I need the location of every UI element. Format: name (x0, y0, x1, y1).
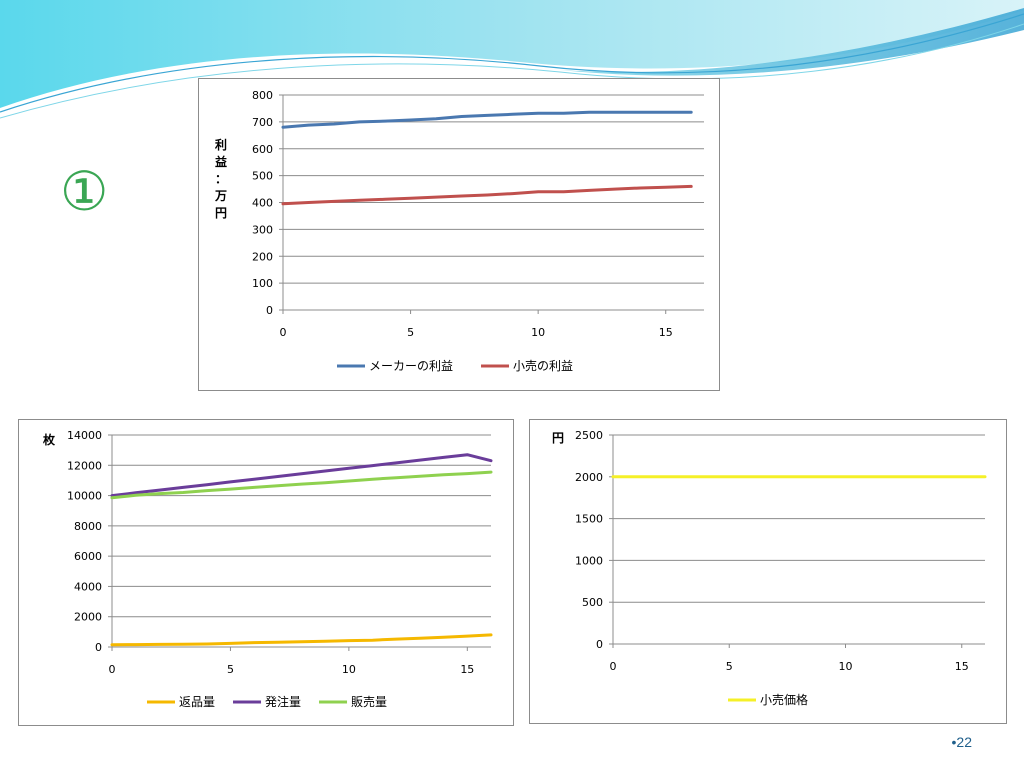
y-axis-label: 利益：万円 (214, 137, 227, 220)
x-tick-label: 0 (109, 663, 116, 676)
y-tick-label: 2000 (74, 611, 102, 624)
chart-profit-svg: 0 100 200 300 400 500 600 700 800 0 5 10 15 利益：万円メーカー… (214, 89, 704, 373)
x-tick-label: 10 (839, 660, 853, 673)
x-tick-label: 15 (659, 326, 673, 339)
x-tick-label: 10 (531, 326, 545, 339)
y-tick-label: 400 (252, 197, 273, 210)
y-tick-label: 6000 (74, 550, 102, 563)
y-axis-label: 円 (552, 431, 564, 445)
y-tick-label: 300 (252, 223, 273, 236)
y-tick-label: 0 (266, 304, 273, 317)
legend-label: 発注量 (265, 694, 301, 709)
y-tick-label: 1500 (575, 513, 603, 526)
series-line-maker-profit (281, 110, 693, 129)
y-tick-label: 600 (252, 143, 273, 156)
chart-quantities: 0 2000 4000 6000 8000 10000 12000 14000 0 5 10 15 枚返… (18, 419, 514, 726)
x-tick-label: 5 (407, 326, 414, 339)
page-number: •22 (951, 734, 972, 750)
series-line-retail-profit (281, 184, 693, 206)
x-tick-label: 0 (610, 660, 617, 673)
y-axis-label: 枚 (43, 432, 56, 447)
y-tick-label: 200 (252, 250, 273, 263)
y-tick-label: 1000 (575, 554, 603, 567)
chart-quantities-svg: 0 2000 4000 6000 8000 10000 12000 14000 0 5 10 15 枚返… (43, 429, 493, 709)
x-tick-label: 15 (460, 663, 474, 676)
x-tick-label: 0 (280, 326, 287, 339)
y-tick-label: 2500 (575, 429, 603, 442)
x-tick-label: 5 (726, 660, 733, 673)
y-tick-label: 4000 (74, 580, 102, 593)
chart-price: 0 500 1000 1500 2000 2500 0 5 10 15 円小売価格 (529, 419, 1007, 724)
x-tick-label: 10 (342, 663, 356, 676)
x-tick-label: 5 (227, 663, 234, 676)
series-line-sales (110, 470, 493, 500)
legend-label: 小売価格 (760, 692, 808, 707)
y-tick-label: 14000 (67, 429, 102, 442)
y-tick-label: 700 (252, 116, 273, 129)
x-tick-label: 15 (955, 660, 969, 673)
legend-label: メーカーの利益 (369, 359, 453, 373)
legend-label: 小売の利益 (513, 358, 573, 373)
legend-label: 返品量 (179, 695, 215, 709)
chart-profit: 0 100 200 300 400 500 600 700 800 0 5 10 15 利益：万円メーカー… (198, 78, 720, 391)
series-line-orders (110, 453, 493, 498)
y-tick-label: 800 (252, 89, 273, 102)
legend-label: 販売量 (351, 694, 387, 709)
y-tick-label: 500 (252, 170, 273, 183)
y-tick-label: 10000 (67, 490, 102, 503)
y-tick-label: 100 (252, 277, 273, 290)
y-tick-label: 8000 (74, 520, 102, 533)
y-tick-label: 2000 (575, 471, 603, 484)
y-tick-label: 0 (596, 638, 603, 651)
y-tick-label: 500 (582, 596, 603, 609)
series-line-returns (110, 633, 493, 647)
y-tick-label: 12000 (67, 459, 102, 472)
slide-marker: ① (60, 160, 109, 223)
y-tick-label: 0 (95, 641, 102, 654)
